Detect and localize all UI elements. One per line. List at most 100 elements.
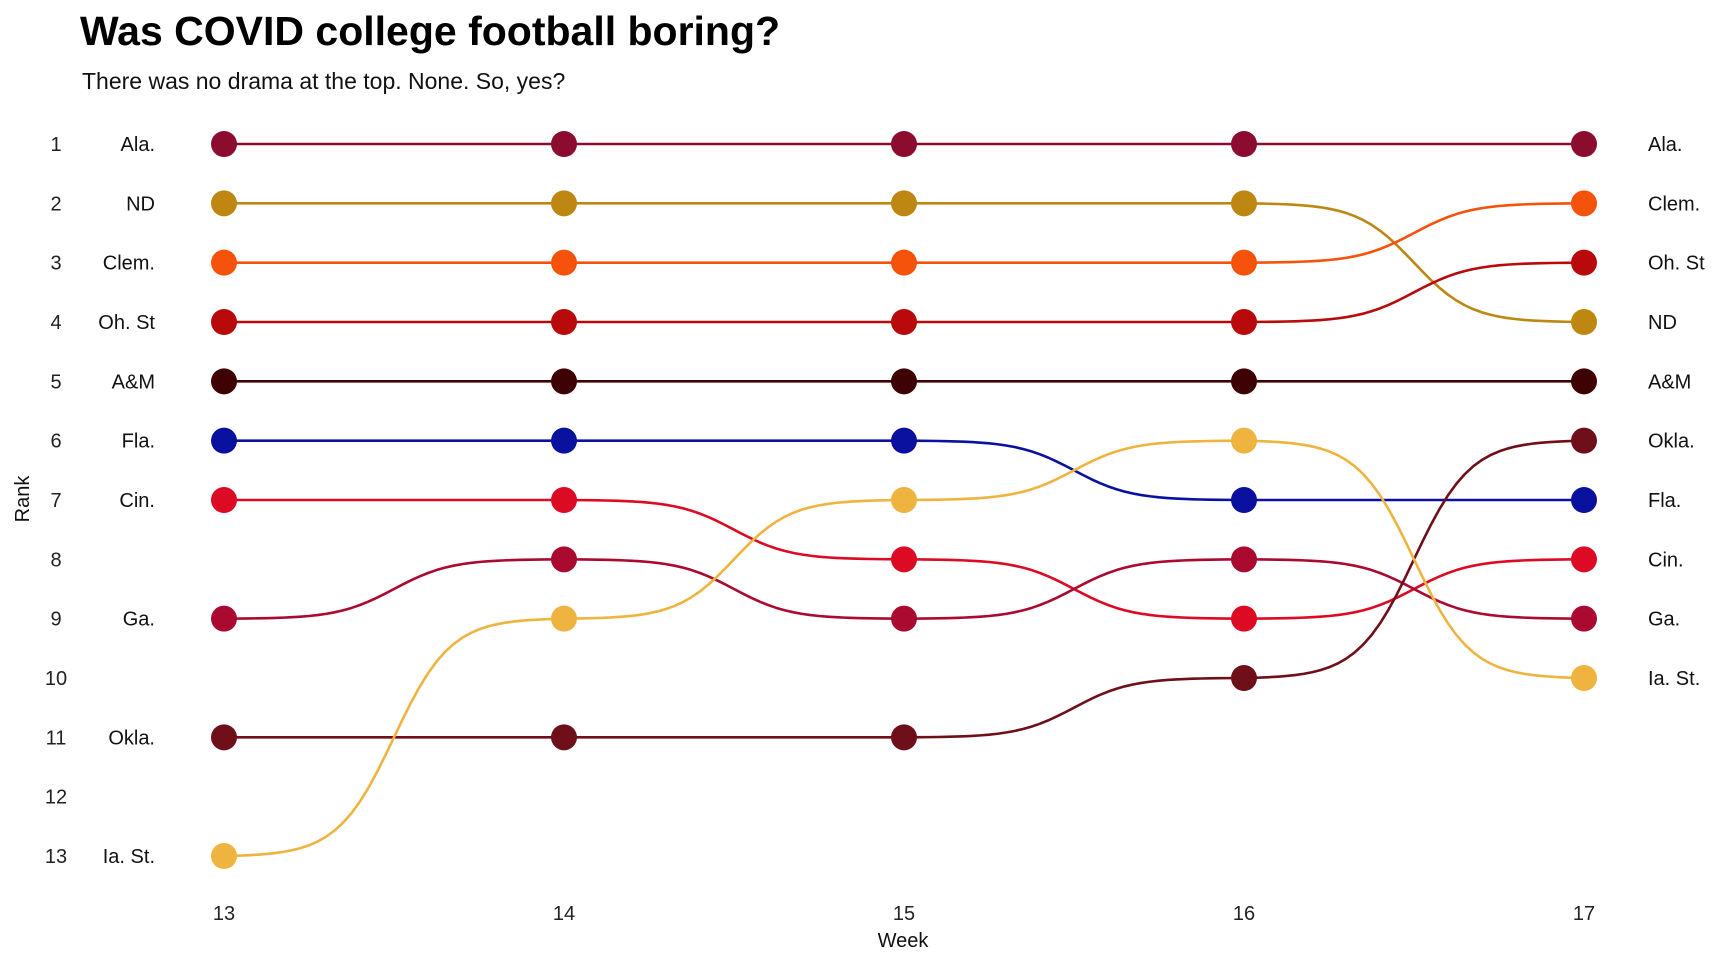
data-point-clem-week-13 bbox=[211, 249, 237, 276]
y-tick-label: 6 bbox=[50, 431, 61, 453]
data-point-cin-week-15 bbox=[891, 546, 917, 573]
data-point-ga-week-13 bbox=[211, 605, 237, 632]
right-label-ga: Ga. bbox=[1648, 609, 1680, 631]
data-point-okla-week-13 bbox=[211, 724, 237, 751]
data-point-ia-st-week-14 bbox=[551, 605, 577, 632]
data-point-a-m-week-16 bbox=[1231, 368, 1257, 395]
data-point-okla-week-16 bbox=[1231, 665, 1257, 691]
chart-title: Was COVID college football boring? bbox=[80, 8, 781, 54]
data-point-a-m-week-15 bbox=[891, 368, 917, 395]
left-label-ia-st: Ia. St. bbox=[103, 846, 155, 868]
left-label-clem: Clem. bbox=[103, 253, 155, 275]
data-point-nd-week-16 bbox=[1231, 190, 1257, 217]
data-point-ia-st-week-16 bbox=[1231, 427, 1257, 454]
series-points bbox=[211, 131, 1597, 869]
data-point-ia-st-week-17 bbox=[1571, 665, 1597, 691]
x-axis-title: Week bbox=[878, 930, 930, 952]
right-label-ia-st: Ia. St. bbox=[1648, 668, 1700, 690]
x-tick-label: 17 bbox=[1573, 903, 1595, 925]
right-label-ala: Ala. bbox=[1648, 134, 1682, 156]
left-label-cin: Cin. bbox=[119, 490, 155, 512]
data-point-fla-week-13 bbox=[211, 427, 237, 454]
right-team-labels: Ala. ND Clem. Oh. St A&M Fla. Cin. Ga. Okla. Ia. … bbox=[1648, 134, 1705, 690]
data-point-ga-week-14 bbox=[551, 546, 577, 573]
right-label-clem: Clem. bbox=[1648, 193, 1700, 215]
y-tick-label: 9 bbox=[50, 609, 61, 631]
data-point-clem-week-16 bbox=[1231, 249, 1257, 276]
data-point-ga-week-15 bbox=[891, 605, 917, 632]
data-point-fla-week-14 bbox=[551, 427, 577, 454]
left-label-ala: Ala. bbox=[121, 134, 155, 156]
chart-subtitle: There was no drama at the top. None. So,… bbox=[82, 68, 566, 94]
data-point-a-m-week-17 bbox=[1571, 368, 1597, 395]
x-axis-ticks: 13 14 15 16 17 bbox=[213, 903, 1595, 925]
data-point-ala-week-13 bbox=[211, 131, 237, 157]
y-tick-label: 3 bbox=[50, 253, 61, 275]
data-point-fla-week-17 bbox=[1571, 487, 1597, 513]
data-point-cin-week-14 bbox=[551, 487, 577, 513]
data-point-oh-st-week-13 bbox=[211, 309, 237, 335]
data-point-ala-week-16 bbox=[1231, 131, 1257, 157]
data-point-nd-week-13 bbox=[211, 190, 237, 217]
data-point-nd-week-17 bbox=[1571, 309, 1597, 335]
data-point-ga-week-17 bbox=[1571, 605, 1597, 632]
data-point-ala-week-17 bbox=[1571, 131, 1597, 157]
left-label-fla: Fla. bbox=[122, 431, 155, 453]
y-tick-label: 7 bbox=[50, 490, 61, 512]
data-point-oh-st-week-17 bbox=[1571, 249, 1597, 276]
data-point-oh-st-week-16 bbox=[1231, 309, 1257, 335]
y-tick-label: 12 bbox=[45, 787, 67, 809]
right-label-cin: Cin. bbox=[1648, 549, 1684, 571]
data-point-okla-week-15 bbox=[891, 724, 917, 751]
data-point-nd-week-14 bbox=[551, 190, 577, 217]
right-label-okla: Okla. bbox=[1648, 431, 1695, 453]
data-point-ia-st-week-13 bbox=[211, 843, 237, 869]
data-point-cin-week-17 bbox=[1571, 546, 1597, 573]
y-tick-label: 8 bbox=[50, 549, 61, 571]
data-point-ga-week-16 bbox=[1231, 546, 1257, 573]
data-point-a-m-week-13 bbox=[211, 368, 237, 395]
data-point-a-m-week-14 bbox=[551, 368, 577, 395]
left-label-nd: ND bbox=[126, 193, 155, 215]
data-point-fla-week-15 bbox=[891, 427, 917, 454]
left-label-oh-st: Oh. St bbox=[98, 312, 155, 334]
data-point-okla-week-17 bbox=[1571, 427, 1597, 454]
data-point-clem-week-14 bbox=[551, 249, 577, 276]
data-point-ala-week-15 bbox=[891, 131, 917, 157]
data-point-fla-week-16 bbox=[1231, 487, 1257, 513]
left-label-a-m: A&M bbox=[112, 371, 155, 393]
x-tick-label: 13 bbox=[213, 903, 235, 925]
data-point-clem-week-17 bbox=[1571, 190, 1597, 217]
data-point-cin-week-16 bbox=[1231, 605, 1257, 632]
x-tick-label: 16 bbox=[1233, 903, 1255, 925]
left-label-okla: Okla. bbox=[108, 727, 155, 749]
data-point-cin-week-13 bbox=[211, 487, 237, 513]
right-label-oh-st: Oh. St bbox=[1648, 253, 1705, 275]
left-team-labels: Ala. ND Clem. Oh. St A&M Fla. Cin. Ga. Okla. Ia. … bbox=[98, 134, 155, 868]
y-axis-title: Rank bbox=[12, 475, 34, 523]
data-point-clem-week-15 bbox=[891, 249, 917, 276]
x-tick-label: 15 bbox=[893, 903, 915, 925]
x-tick-label: 14 bbox=[553, 903, 575, 925]
y-tick-label: 5 bbox=[50, 371, 61, 393]
right-label-fla: Fla. bbox=[1648, 490, 1681, 512]
series-line-okla bbox=[222, 439, 1586, 739]
right-label-a-m: A&M bbox=[1648, 371, 1691, 393]
y-tick-label: 10 bbox=[45, 668, 67, 690]
right-label-nd: ND bbox=[1648, 312, 1677, 334]
y-tick-label: 2 bbox=[50, 193, 61, 215]
y-tick-label: 1 bbox=[50, 134, 61, 156]
data-point-ia-st-week-15 bbox=[891, 487, 917, 513]
data-point-okla-week-14 bbox=[551, 724, 577, 751]
data-point-nd-week-15 bbox=[891, 190, 917, 217]
data-point-ala-week-14 bbox=[551, 131, 577, 157]
y-tick-label: 4 bbox=[50, 312, 61, 334]
data-point-oh-st-week-15 bbox=[891, 309, 917, 335]
y-tick-label: 11 bbox=[46, 727, 67, 749]
data-point-oh-st-week-14 bbox=[551, 309, 577, 335]
left-label-ga: Ga. bbox=[123, 609, 155, 631]
y-tick-label: 13 bbox=[45, 846, 67, 868]
